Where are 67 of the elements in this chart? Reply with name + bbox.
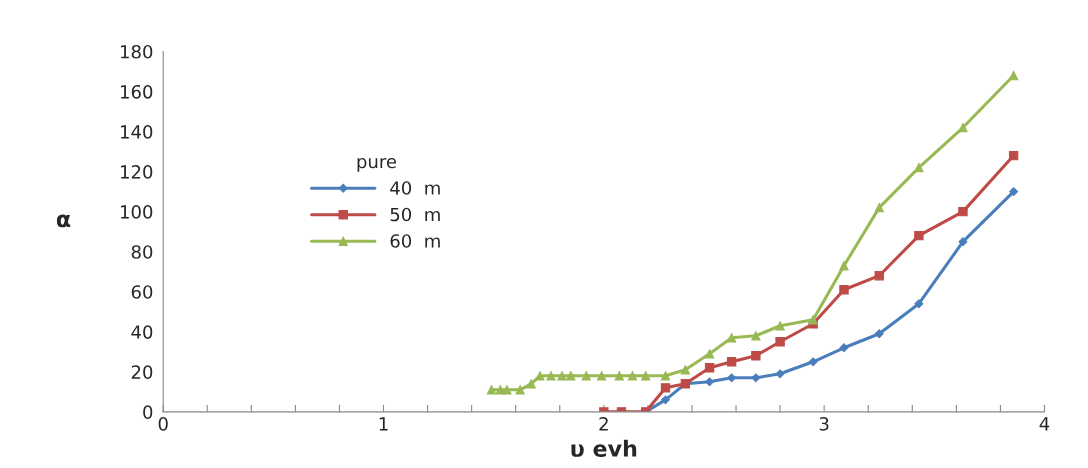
legend-label: 60 m	[390, 234, 440, 248]
point	[526, 379, 536, 389]
y-tick-label: 160	[121, 84, 153, 99]
point	[958, 237, 968, 247]
y-tick-label: 40	[131, 325, 153, 339]
point	[486, 385, 497, 395]
point	[874, 202, 884, 213]
point	[1008, 70, 1019, 81]
point	[535, 371, 545, 381]
legend-title: pure	[357, 157, 397, 172]
point	[1009, 187, 1019, 197]
point	[660, 383, 671, 393]
point	[641, 371, 651, 381]
point	[704, 363, 715, 373]
point	[726, 333, 737, 343]
x-tick-label: 2	[599, 417, 608, 431]
x-tick-label: 3	[819, 417, 829, 431]
point	[958, 122, 968, 133]
y-tick-label: 100	[121, 205, 153, 219]
y-tick-label: 20	[131, 365, 153, 379]
x-tick-label: 4	[1039, 417, 1050, 431]
point	[727, 373, 737, 383]
y-tick-label: 120	[121, 165, 153, 179]
y-axis-title: α	[56, 214, 71, 228]
legend-label: 40 m	[390, 181, 440, 195]
point	[627, 371, 638, 381]
point	[775, 321, 785, 331]
point	[596, 371, 607, 381]
point	[1008, 150, 1019, 161]
point	[557, 371, 567, 381]
point	[515, 385, 525, 395]
point	[839, 285, 849, 295]
point	[705, 377, 715, 387]
point	[751, 351, 761, 361]
point	[751, 331, 761, 341]
point	[661, 395, 670, 405]
point	[726, 357, 737, 367]
point	[502, 385, 512, 395]
point	[660, 371, 671, 381]
point	[775, 369, 785, 379]
point	[680, 365, 691, 375]
point	[914, 299, 924, 309]
point	[958, 206, 968, 217]
x-axis-title: υ evh	[571, 439, 637, 457]
point	[704, 349, 715, 359]
point	[874, 271, 884, 281]
point	[614, 371, 624, 381]
x-tick-label: 1	[379, 417, 388, 431]
y-tick-label: 0	[143, 405, 153, 419]
y-tick-label: 80	[131, 245, 153, 259]
point	[775, 337, 785, 347]
point	[581, 371, 591, 381]
y-tick-label: 60	[131, 285, 153, 299]
point	[808, 357, 818, 367]
legend-label: 50 m	[390, 207, 440, 222]
y-tick-label: 180	[121, 44, 153, 59]
point	[566, 371, 576, 381]
y-tick-label: 140	[121, 125, 153, 139]
point	[914, 162, 924, 173]
point	[751, 373, 761, 383]
point	[839, 343, 849, 353]
point	[914, 230, 924, 241]
point	[839, 261, 849, 271]
point	[546, 371, 556, 381]
point	[874, 329, 884, 339]
point	[808, 315, 818, 325]
x-tick-label: 0	[158, 417, 168, 431]
